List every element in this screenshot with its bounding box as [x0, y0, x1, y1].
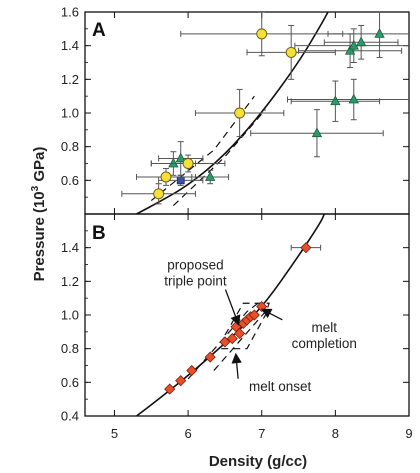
annotations-layer: proposed triple point melt completion melt o… [164, 258, 357, 394]
y-tick-label: 0.6 [61, 173, 79, 188]
green-triangle-point [175, 152, 186, 163]
red-diamond-point [175, 375, 187, 387]
dashed-box [220, 302, 270, 350]
green-triangle-point [348, 39, 359, 50]
y-tick-label: 0.8 [61, 341, 79, 356]
points-layer [121, 12, 409, 395]
annotation-line: completion [292, 336, 357, 351]
y-tick-label: 1.2 [61, 274, 79, 289]
annotation-line: triple point [164, 274, 227, 289]
x-tick-label: 8 [332, 426, 339, 441]
green-triangle-point [168, 157, 179, 168]
red-diamond-point [226, 333, 238, 345]
blue-square-point [176, 176, 185, 185]
yellow-circle-point [160, 171, 172, 183]
yellow-circle-point [256, 28, 268, 40]
red-diamond-point [164, 383, 176, 395]
ticks-layer: 5 6 7 8 9 0.6 0.8 1.0 1.2 1.4 1.6 0.4 0.6 0.8 1.0 1.2 1.… [61, 5, 413, 442]
fit-curve [136, 12, 329, 214]
x-tick-label: 7 [258, 426, 265, 441]
y-tick-label: 0.4 [61, 409, 79, 424]
annotation-line: melt onset [249, 379, 312, 394]
panel-a-label: A [92, 20, 106, 41]
x-tick-label: 9 [405, 426, 412, 441]
annotation-arrow [231, 352, 242, 379]
yellow-circle-point [234, 107, 246, 119]
annotation-line: melt [312, 320, 338, 335]
green-triangle-point [348, 93, 359, 104]
annotation-text: melt onset [249, 379, 312, 394]
red-diamond-point [248, 309, 260, 321]
annotation-line: proposed [167, 258, 223, 273]
red-diamond-point [234, 327, 246, 340]
panel-b-points [164, 242, 322, 395]
y-tick-label: 1.4 [61, 240, 79, 255]
y-tick-label: 1.0 [61, 106, 79, 121]
y-tick-label: 1.6 [61, 5, 79, 20]
yellow-circle-point [285, 46, 297, 58]
y-tick-label: 1.4 [61, 38, 79, 53]
x-tick-label: 6 [184, 426, 191, 441]
red-diamond-point [300, 242, 312, 254]
x-axis-title: Density (g/cc) [209, 453, 307, 470]
green-triangle-point [355, 36, 367, 47]
red-diamond-point [204, 351, 216, 363]
y-tick-label: 1.0 [61, 308, 79, 323]
green-triangle-point [344, 44, 356, 55]
red-diamond-point [186, 364, 198, 377]
y-tick-label: 1.2 [61, 72, 79, 87]
x-tick-label: 5 [111, 426, 118, 441]
green-triangle-point [374, 28, 385, 38]
panel-a-points [121, 12, 409, 205]
annotation-arrow [260, 308, 283, 321]
dashed-line [172, 109, 266, 207]
green-triangle-point [330, 95, 341, 106]
y-axis-title: Pressure (103 GPa) [30, 147, 48, 282]
annotation-arrow [224, 289, 241, 326]
yellow-circle-point [153, 188, 165, 200]
y-tick-label: 0.6 [61, 375, 79, 390]
panel-b-label: B [92, 223, 106, 244]
y-tick-label: 0.8 [61, 139, 79, 154]
red-diamond-point [219, 336, 231, 348]
yellow-circle-point [182, 158, 194, 169]
dashed-line [213, 311, 266, 371]
green-triangle-point [205, 171, 216, 181]
annotation-text: melt completion [292, 320, 357, 351]
green-triangle-point [311, 127, 323, 138]
annotation-text: proposed triple point [164, 258, 227, 289]
